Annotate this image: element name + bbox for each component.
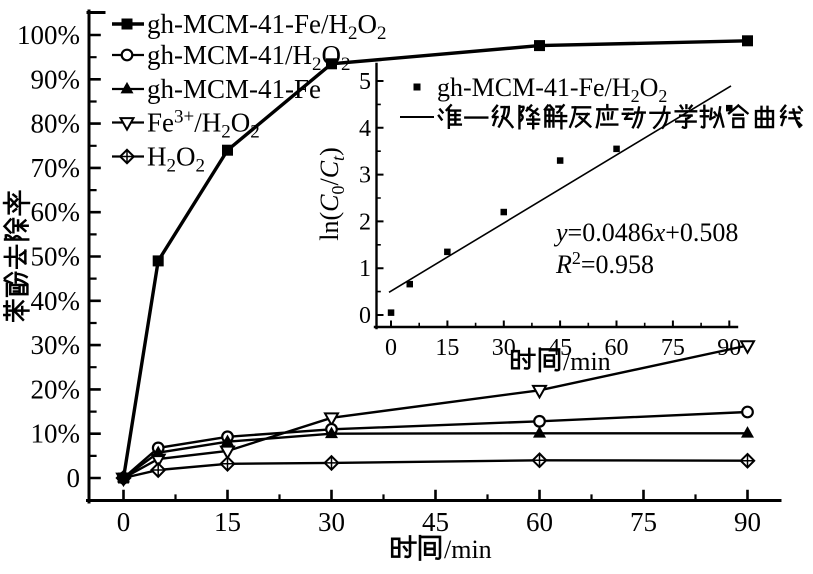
svg-text:10%: 10%	[31, 419, 81, 449]
svg-text:gh-MCM-41-Fe/H2O2: gh-MCM-41-Fe/H2O2	[147, 9, 387, 44]
svg-text:R2=0.958: R2=0.958	[555, 248, 654, 279]
svg-text:15: 15	[435, 335, 459, 361]
svg-text:90: 90	[734, 507, 761, 537]
svg-text:40%: 40%	[31, 286, 81, 316]
svg-text:60: 60	[605, 335, 629, 361]
svg-text:/min: /min	[444, 535, 492, 564]
svg-text:/min: /min	[563, 347, 611, 376]
svg-text:75: 75	[661, 335, 685, 361]
svg-text:0: 0	[67, 463, 81, 493]
svg-text:60%: 60%	[31, 197, 81, 227]
svg-text:80%: 80%	[31, 109, 81, 139]
svg-text:0: 0	[385, 335, 397, 361]
svg-text:Fe3+/H2O2: Fe3+/H2O2	[147, 107, 260, 143]
svg-text:60: 60	[526, 507, 553, 537]
svg-text:3: 3	[359, 163, 371, 189]
svg-text:5: 5	[359, 69, 371, 95]
svg-text:0: 0	[117, 507, 131, 537]
svg-text:100%: 100%	[17, 20, 80, 50]
svg-text:20%: 20%	[31, 374, 81, 404]
svg-text:0: 0	[359, 303, 371, 329]
svg-text:90%: 90%	[31, 64, 81, 94]
svg-text:50%: 50%	[31, 242, 81, 272]
svg-text:H2O2: H2O2	[147, 142, 205, 177]
svg-text:90: 90	[717, 335, 741, 361]
svg-text:30%: 30%	[31, 330, 81, 360]
svg-text:gh-MCM-41-Fe: gh-MCM-41-Fe	[147, 74, 321, 104]
svg-text:70%: 70%	[31, 153, 81, 183]
svg-text:45: 45	[422, 507, 449, 537]
svg-text:15: 15	[214, 507, 241, 537]
svg-text:30: 30	[318, 507, 345, 537]
svg-text:75: 75	[630, 507, 657, 537]
svg-text:4: 4	[359, 116, 371, 142]
svg-text:y=0.0486x+0.508: y=0.0486x+0.508	[553, 218, 738, 247]
svg-text:2: 2	[359, 209, 371, 235]
svg-text:gh-MCM-41-Fe/H2O2: gh-MCM-41-Fe/H2O2	[437, 73, 667, 106]
svg-text:1: 1	[359, 256, 371, 282]
